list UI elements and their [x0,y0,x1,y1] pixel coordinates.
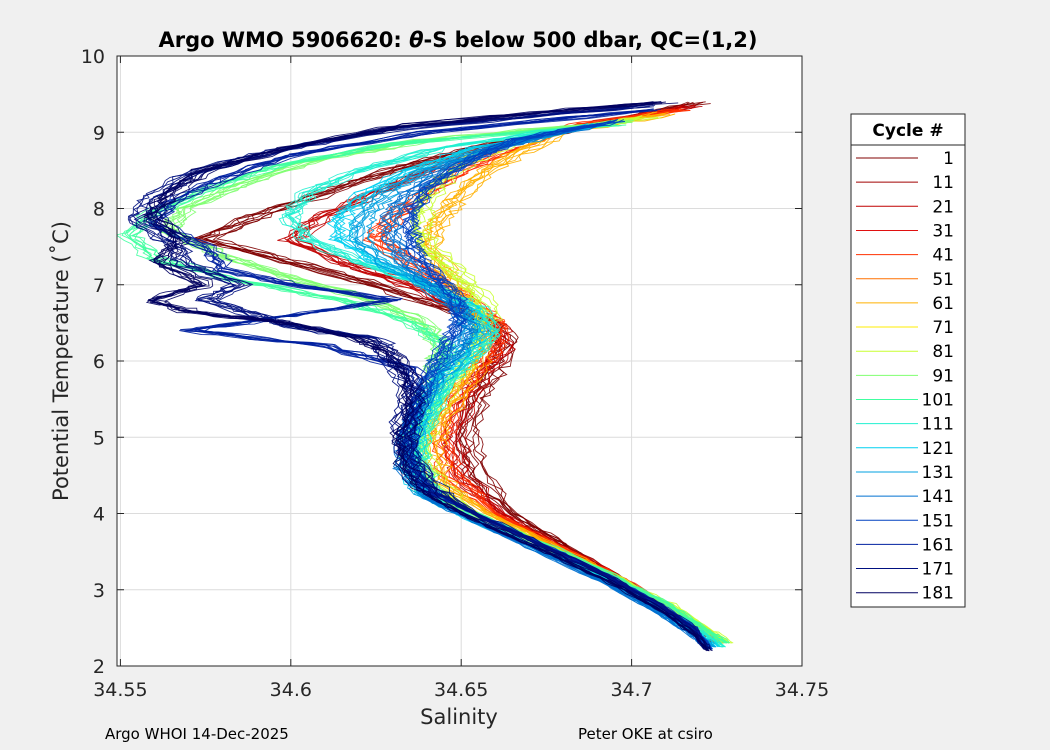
legend-label: 31 [932,221,954,241]
y-tick-label: 7 [93,275,105,297]
y-tick-label: 4 [93,504,105,526]
legend-title: Cycle # [872,121,943,141]
legend-label: 91 [932,366,954,386]
y-tick-label: 10 [81,46,105,68]
legend-items: 1112131415161718191101111121131141151161… [856,149,954,604]
y-tick-label: 3 [93,580,105,602]
legend-label: 71 [932,318,954,338]
x-tick-label: 34.75 [775,679,829,701]
profile-line [145,101,710,652]
x-tick-label: 34.7 [610,679,652,701]
legend-label: 141 [922,487,954,507]
legend-label: 81 [932,342,954,362]
legend: Cycle # 11121314151617181911011111211311… [850,113,966,608]
legend-label: 121 [922,439,954,459]
profile-line [432,113,727,644]
legend-label: 111 [922,415,954,435]
y-tick-label: 9 [93,122,105,144]
x-tick-label: 34.6 [270,679,312,701]
legend-label: 51 [932,270,954,290]
profile-lines [117,101,734,652]
profile-line [145,101,708,652]
x-tick-label: 34.55 [93,679,147,701]
legend-label: 61 [932,294,954,314]
legend-label: 171 [922,560,954,580]
profile-line [387,125,710,650]
legend-label: 131 [922,463,954,483]
legend-label: 181 [922,584,954,604]
profile-line [378,124,708,650]
profile-line [148,101,710,652]
y-tick-label: 6 [93,351,105,373]
x-tick-label: 34.65 [434,679,488,701]
y-ticks: 2 3 4 5 6 7 8 9 10 [81,46,802,678]
legend-label: 1 [943,149,954,169]
legend-label: 161 [922,535,954,555]
profile-line [382,109,724,644]
profile-line [212,102,720,644]
profile-line [129,124,728,644]
footer-author: Peter OKE at csiro [578,725,713,743]
footer-source: Argo WHOI 14-Dec-2025 [105,725,289,743]
profile-line [295,106,720,644]
x-axis-label: Salinity [420,705,498,729]
legend-label: 11 [932,173,954,193]
y-tick-label: 2 [93,656,105,678]
y-axis-label: Potential Temperature (˚C) [49,221,73,501]
x-ticks: 34.55 34.6 34.65 34.7 34.75 [93,56,829,701]
legend-label: 151 [922,511,954,531]
y-tick-label: 8 [93,199,105,221]
profile-line [159,102,713,652]
legend-label: 21 [932,197,954,217]
legend-label: 101 [922,391,954,411]
legend-box [850,113,966,608]
y-tick-label: 5 [93,427,105,449]
chart-title: Argo WMO 5906620: θ-S below 500 dbar, QC… [158,28,757,52]
legend-label: 41 [932,246,954,266]
